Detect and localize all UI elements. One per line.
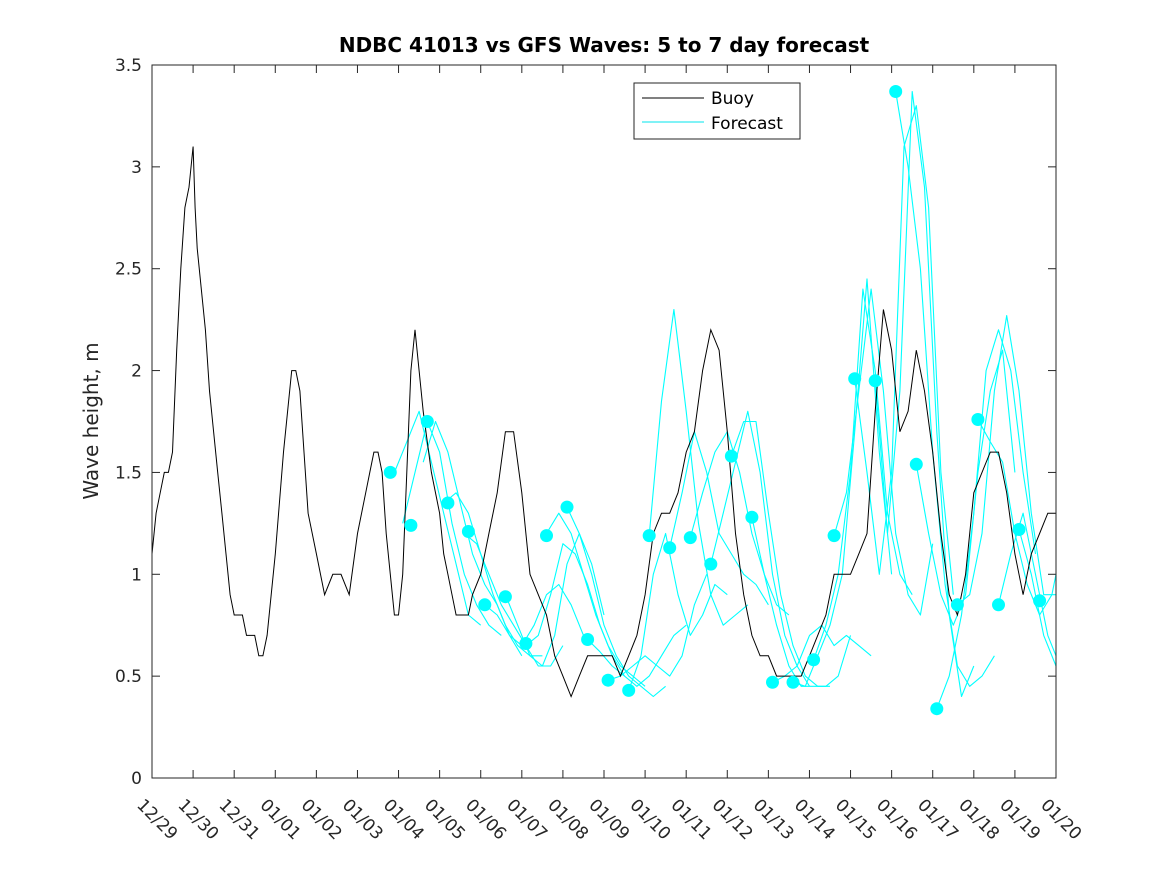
forecast-line [648, 308, 749, 626]
forecast-line [813, 288, 913, 660]
forecast-marker [383, 465, 397, 479]
forecast-marker [663, 541, 677, 555]
axes-box [151, 64, 1057, 779]
forecast-marker [745, 510, 759, 524]
y-tick-label: 0 [131, 769, 142, 789]
buoy-line [151, 146, 1056, 698]
forecast-marker [642, 529, 656, 543]
forecast-marker [441, 496, 455, 510]
forecast-line [607, 574, 708, 681]
y-tick-labels: 0 0.5 1 1.5 2 2.5 3 3.5 [115, 56, 142, 789]
y-tick-label: 2 [131, 362, 142, 382]
forecast-line [936, 329, 1037, 709]
buoy-series-group [151, 146, 1056, 698]
forecast-marker [478, 598, 492, 612]
forecast-markers-group [383, 85, 1047, 716]
forecast-marker [683, 531, 697, 545]
legend-forecast-label: Forecast [711, 114, 783, 134]
y-tick-label: 3.5 [115, 56, 142, 76]
forecast-marker [930, 702, 944, 716]
forecast-marker [581, 633, 595, 646]
forecast-line [854, 105, 954, 595]
forecast-line [393, 410, 482, 626]
forecast-line [833, 288, 934, 616]
forecast-marker [540, 529, 553, 543]
forecast-line [504, 532, 605, 667]
forecast-line [874, 90, 975, 698]
forecast-marker [560, 500, 574, 514]
y-tick-label: 3 [131, 158, 142, 178]
forecast-line [895, 91, 995, 687]
y-axis-label: Wave height, m [79, 342, 103, 499]
forecast-line [957, 315, 1056, 606]
forecast-marker [827, 529, 841, 543]
forecast-marker [724, 449, 738, 463]
forecast-marker [420, 415, 434, 428]
forecast-marker [498, 590, 512, 604]
forecast-marker [786, 675, 800, 689]
forecast-line [751, 517, 852, 687]
legend: Buoy Forecast [633, 82, 801, 140]
plot-area [152, 65, 1056, 778]
forecast-line [689, 431, 790, 616]
forecast-marker [704, 557, 718, 571]
forecast-marker [807, 653, 821, 667]
forecast-line [484, 583, 585, 647]
y-tick-label: 1 [131, 565, 142, 585]
axis-ticks [151, 64, 1057, 779]
forecast-line [463, 533, 564, 667]
legend-box [633, 82, 801, 140]
forecast-marker [1012, 523, 1026, 536]
forecast-line [710, 410, 810, 687]
chart-title: NDBC 41013 vs GFS Waves: 5 to 7 day fore… [339, 33, 870, 57]
forecast-line [566, 506, 666, 698]
forecast-marker [601, 673, 615, 687]
forecast-marker [889, 85, 903, 98]
forecast-line [402, 420, 502, 636]
forecast-line [730, 420, 830, 687]
forecast-line [997, 512, 1057, 657]
forecast-marker [622, 683, 636, 697]
legend-buoy-label: Buoy [711, 89, 754, 109]
forecast-line [587, 624, 687, 687]
forecast-line [443, 492, 543, 657]
forecast-marker [992, 598, 1005, 612]
forecast-marker [404, 518, 418, 532]
forecast-marker [950, 598, 964, 612]
forecast-marker [909, 457, 923, 471]
y-tick-label: 0.5 [115, 667, 142, 687]
y-tick-label: 1.5 [115, 463, 142, 483]
forecast-marker [461, 525, 475, 538]
forecast-line [977, 419, 1057, 616]
forecast-marker [971, 413, 985, 426]
forecast-line [546, 512, 646, 687]
forecast-line [669, 431, 769, 606]
forecast-marker [766, 675, 779, 689]
forecast-marker [868, 374, 882, 388]
y-tick-label: 2.5 [115, 260, 142, 280]
forecast-marker [519, 637, 533, 650]
forecast-marker [848, 372, 862, 386]
forecast-marker [1033, 594, 1047, 608]
